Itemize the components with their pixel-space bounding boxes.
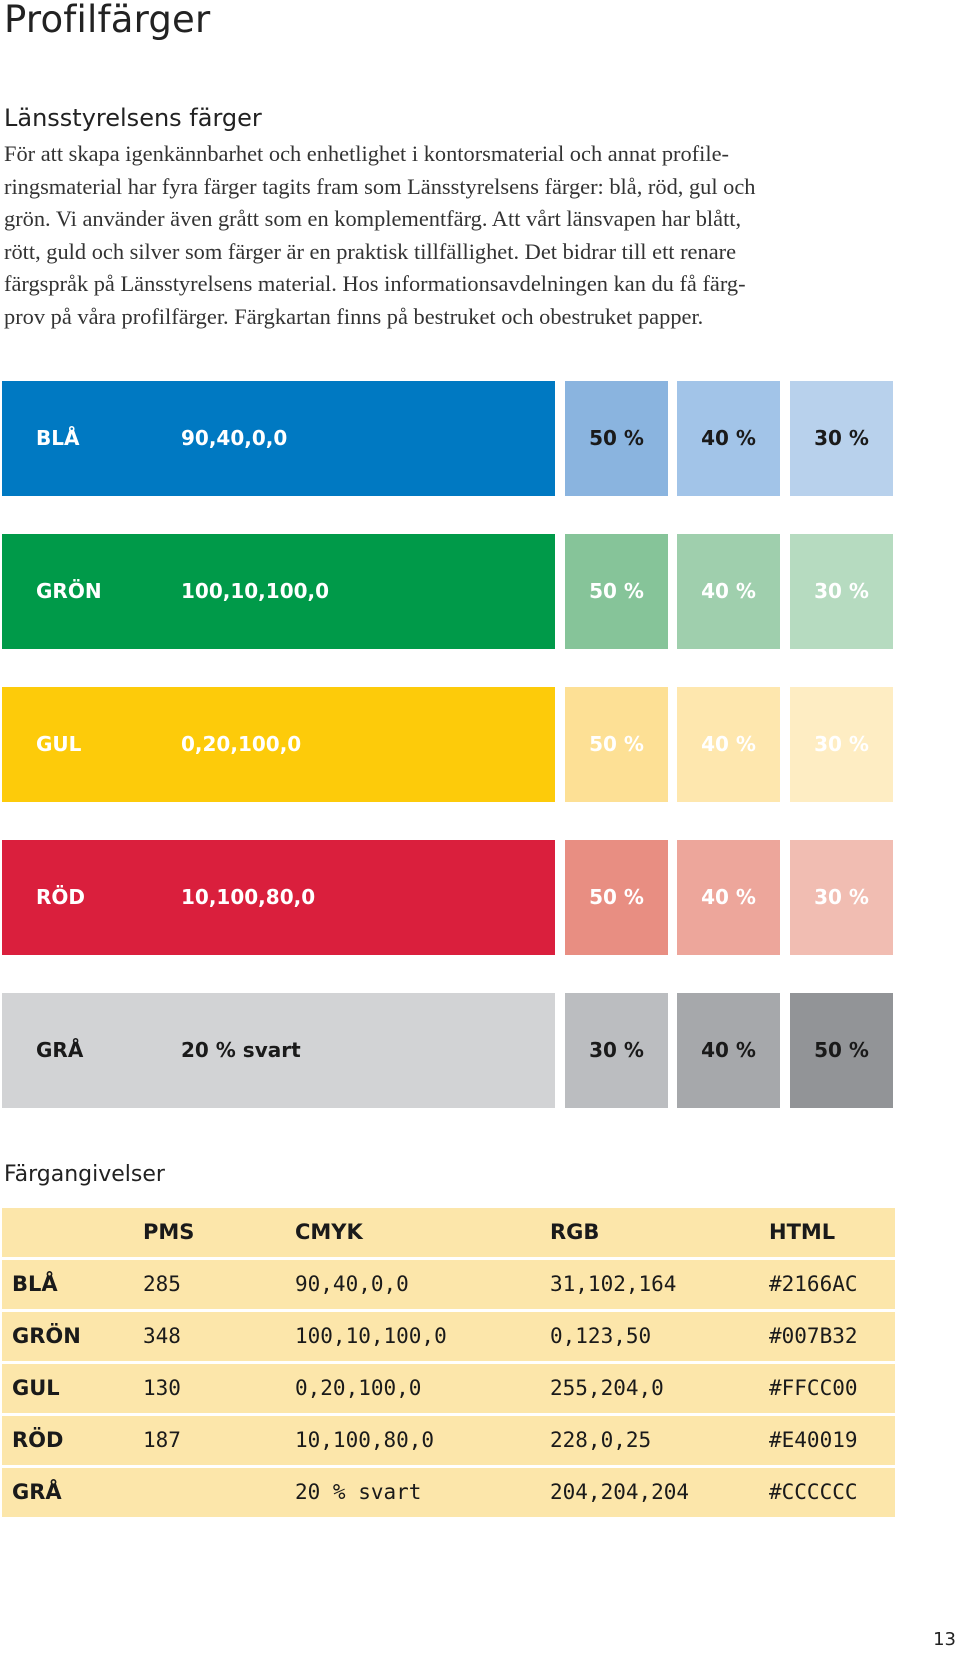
column-header-html: HTML: [769, 1220, 836, 1244]
cell-rgb: 0,123,50: [550, 1324, 652, 1348]
table-header-row: PMS CMYK RGB HTML: [2, 1208, 895, 1256]
swatch-row-bla: BLÅ 90,40,0,0 50 % 40 % 30 %: [2, 381, 895, 496]
row-color-name: GRÖN: [12, 1324, 81, 1348]
tint-swatch: 30 %: [790, 840, 893, 955]
tint-swatch: 30 %: [565, 993, 668, 1108]
tint-swatch: 30 %: [790, 687, 893, 802]
swatch-name: GRÅ: [36, 1038, 84, 1062]
tint-swatch: 30 %: [790, 381, 893, 496]
cell-cmyk: 100,10,100,0: [295, 1324, 447, 1348]
intro-paragraph: För att skapa igenkännbarhet och enhetli…: [4, 138, 904, 333]
row-color-name: RÖD: [12, 1428, 64, 1452]
tint-swatch: 50 %: [565, 534, 668, 649]
swatch-row-gul: GUL 0,20,100,0 50 % 40 % 30 %: [2, 687, 895, 802]
cell-html: #FFCC00: [769, 1376, 858, 1400]
table-row: GRÖN 348 100,10,100,0 0,123,50 #007B32: [2, 1309, 895, 1360]
cell-cmyk: 0,20,100,0: [295, 1376, 422, 1400]
tint-swatch: 40 %: [677, 687, 780, 802]
tint-swatch: 40 %: [677, 534, 780, 649]
cell-pms: 187: [143, 1428, 181, 1452]
cell-rgb: 255,204,0: [550, 1376, 664, 1400]
swatch-cmyk: 100,10,100,0: [181, 579, 330, 603]
intro-line: färgspråk på Länsstyrelsens material. Ho…: [4, 271, 746, 296]
page-title: Profilfärger: [4, 0, 211, 41]
swatch-name: RÖD: [36, 885, 86, 909]
cell-cmyk: 10,100,80,0: [295, 1428, 435, 1452]
table-row: BLÅ 285 90,40,0,0 31,102,164 #2166AC: [2, 1257, 895, 1308]
swatch-name: GUL: [36, 732, 82, 756]
cell-pms: 348: [143, 1324, 181, 1348]
table-row: GUL 130 0,20,100,0 255,204,0 #FFCC00: [2, 1361, 895, 1412]
swatch-main: GUL 0,20,100,0: [2, 687, 555, 802]
swatch-row-gra: GRÅ 20 % svart 30 % 40 % 50 %: [2, 993, 895, 1108]
swatch-cmyk: 10,100,80,0: [181, 885, 316, 909]
swatch-cmyk: 90,40,0,0: [181, 426, 288, 450]
cell-rgb: 204,204,204: [550, 1480, 690, 1504]
cell-html: #CCCCCC: [769, 1480, 858, 1504]
row-color-name: GRÅ: [12, 1480, 62, 1504]
swatch-row-gron: GRÖN 100,10,100,0 50 % 40 % 30 %: [2, 534, 895, 649]
cell-rgb: 228,0,25: [550, 1428, 652, 1452]
cell-html: #2166AC: [769, 1272, 858, 1296]
swatch-main: GRÅ 20 % svart: [2, 993, 555, 1108]
swatch-main: RÖD 10,100,80,0: [2, 840, 555, 955]
intro-line: För att skapa igenkännbarhet och enhetli…: [4, 141, 729, 166]
cell-pms: 285: [143, 1272, 181, 1296]
intro-line: grön. Vi använder även grått som en komp…: [4, 206, 742, 231]
page-number: 13: [933, 1629, 956, 1650]
swatch-main: BLÅ 90,40,0,0: [2, 381, 555, 496]
row-color-name: BLÅ: [12, 1272, 58, 1296]
swatch-name: GRÖN: [36, 579, 102, 603]
cell-cmyk: 20 % svart: [295, 1480, 422, 1504]
intro-line: prov på våra profilfärger. Färgkartan fi…: [4, 303, 704, 329]
tint-swatch: 50 %: [790, 993, 893, 1108]
cell-rgb: 31,102,164: [550, 1272, 677, 1296]
swatch-row-rod: RÖD 10,100,80,0 50 % 40 % 30 %: [2, 840, 895, 955]
swatch-cmyk: 0,20,100,0: [181, 732, 302, 756]
tint-swatch: 30 %: [790, 534, 893, 649]
row-color-name: GUL: [12, 1376, 60, 1400]
tint-swatch: 50 %: [565, 381, 668, 496]
table-row: RÖD 187 10,100,80,0 228,0,25 #E40019: [2, 1413, 895, 1464]
intro-line: ringsmaterial har fyra färger tagits fra…: [4, 173, 756, 199]
cell-cmyk: 90,40,0,0: [295, 1272, 409, 1296]
tint-swatch: 40 %: [677, 381, 780, 496]
table-heading: Färgangivelser: [4, 1162, 165, 1187]
cell-pms: 130: [143, 1376, 181, 1400]
table-row: GRÅ 20 % svart 204,204,204 #CCCCCC: [2, 1465, 895, 1516]
swatch-main: GRÖN 100,10,100,0: [2, 534, 555, 649]
swatch-cmyk: 20 % svart: [181, 1038, 301, 1062]
swatch-name: BLÅ: [36, 426, 80, 450]
column-header-pms: PMS: [143, 1220, 195, 1244]
column-header-rgb: RGB: [550, 1220, 600, 1244]
tint-swatch: 50 %: [565, 840, 668, 955]
intro-line: rött, guld och silver som färger är en p…: [4, 238, 737, 264]
section-heading: Länsstyrelsens färger: [4, 104, 262, 132]
tint-swatch: 50 %: [565, 687, 668, 802]
column-header-cmyk: CMYK: [295, 1220, 363, 1244]
tint-swatch: 40 %: [677, 993, 780, 1108]
cell-html: #E40019: [769, 1428, 858, 1452]
color-spec-table: PMS CMYK RGB HTML BLÅ 285 90,40,0,0 31,1…: [2, 1208, 895, 1517]
cell-html: #007B32: [769, 1324, 858, 1348]
tint-swatch: 40 %: [677, 840, 780, 955]
